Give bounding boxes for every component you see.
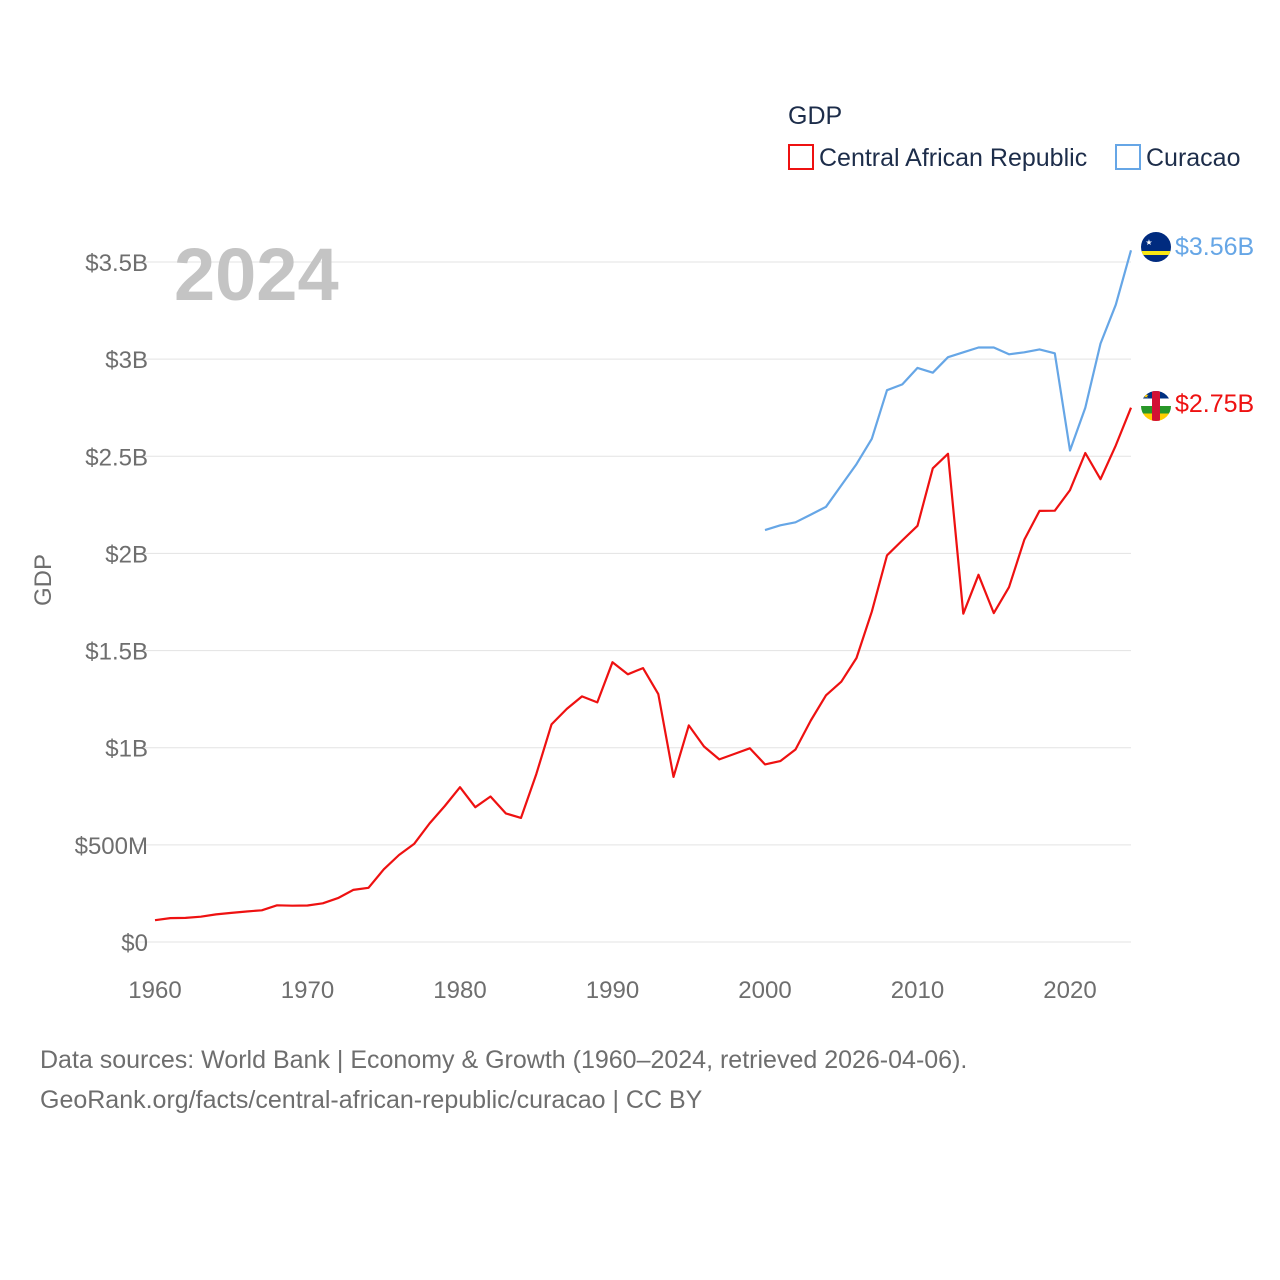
y-axis-ticks: $0 $500M $1B $1.5B $2B $2.5B $3B $3.5B [75,250,148,957]
gridlines [135,261,1131,943]
x-tick-label: 1970 [281,977,334,1004]
data-points [154,250,1132,921]
y-tick-label: $2B [105,541,148,568]
gdp-line-chart: $0 $500M $1B $1.5B $2B $2.5B $3B $3.5B 1960 1970… [30,102,1254,1004]
legend-swatch-central-african-republic [788,144,814,170]
series-line-central-african-republic [154,407,1133,922]
year-watermark: 2024 [174,233,339,316]
y-tick-label: $3B [105,347,148,374]
legend-swatch-curacao [1115,144,1141,170]
x-tick-label: 1960 [128,977,181,1004]
x-tick-label: 2010 [891,977,944,1004]
x-tick-label: 2020 [1043,977,1096,1004]
y-tick-label: $500M [75,833,148,860]
x-tick-label: 2000 [738,977,791,1004]
svg-text:★: ★ [1143,392,1149,400]
x-axis-ticks: 1960 1970 1980 1990 2000 2010 2020 [128,977,1096,1004]
x-tick-label: 1990 [586,977,639,1004]
y-tick-label: $1.5B [85,639,148,666]
end-value-label-curacao: $3.56B [1175,233,1254,261]
series-line-curacao [764,250,1133,532]
legend-label-curacao: Curacao [1146,144,1241,172]
legend-item-curacao[interactable]: Curacao [1115,144,1241,172]
x-tick-label: 1980 [433,977,486,1004]
footer-source-line: Data sources: World Bank | Economy & Gro… [40,1046,968,1074]
curacao-flag-icon: ★ [1141,232,1171,262]
y-tick-label: $2.5B [85,444,148,471]
legend-title: GDP [788,102,842,130]
legend-item-central-african-republic[interactable]: Central African Republic [788,144,1087,172]
legend-label-central-african-republic: Central African Republic [819,144,1087,172]
y-axis-title: GDP [30,554,57,606]
footer-link-line[interactable]: GeoRank.org/facts/central-african-republ… [40,1086,703,1114]
central-african-republic-flag-icon: ★ [1141,391,1171,421]
legend: GDP Central African Republic Curacao [788,102,1241,172]
y-tick-label: $1B [105,736,148,763]
footer-sources: Data sources: World Bank | Economy & Gro… [40,1040,1260,1120]
y-tick-label: $0 [121,930,148,957]
y-tick-label: $3.5B [85,250,148,277]
end-value-label-central-african-republic: $2.75B [1175,390,1254,418]
svg-text:★: ★ [1145,238,1152,247]
